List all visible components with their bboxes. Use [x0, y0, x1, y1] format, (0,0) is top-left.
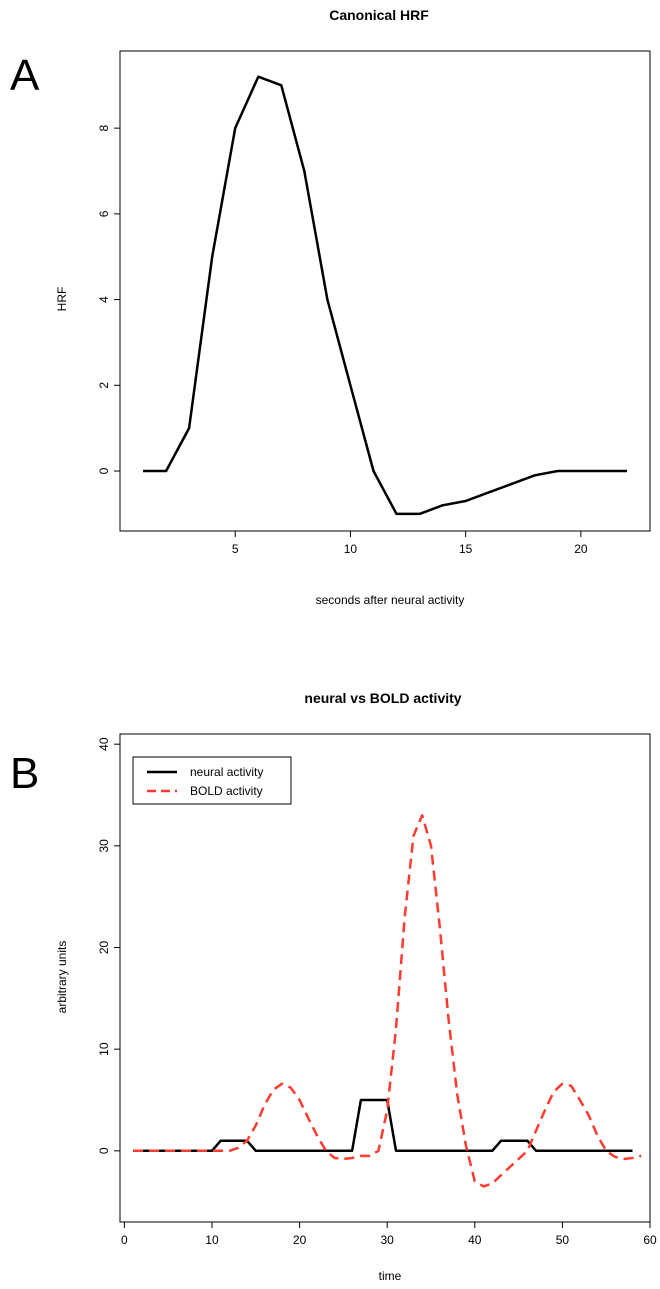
y-tick-label: 20 — [97, 941, 111, 955]
x-axis-label-a: seconds after neural activity — [316, 593, 465, 607]
legend-box — [132, 756, 292, 805]
x-tick-label: 40 — [468, 1233, 482, 1247]
chart-title-a: Canonical HRF — [329, 7, 429, 23]
y-tick-label: 4 — [97, 296, 111, 303]
panel-label-a: A — [10, 51, 40, 100]
y-tick-label: 30 — [97, 839, 111, 853]
lines-a — [143, 75, 627, 516]
legend-label-neural: neural activity — [190, 765, 263, 779]
y-tick-label: 2 — [97, 382, 111, 389]
y-tick-label: 8 — [97, 124, 111, 131]
x-tick-label: 60 — [643, 1233, 657, 1247]
y-tick-label: 6 — [97, 210, 111, 217]
x-tick-label: 50 — [556, 1233, 570, 1247]
y-tick-label: 40 — [97, 737, 111, 751]
panel-label-b: B — [10, 749, 39, 798]
lines-b — [133, 814, 642, 1188]
series-line-0 — [133, 1098, 633, 1153]
y-tick-label: 10 — [97, 1042, 111, 1056]
series-line-0 — [143, 75, 627, 516]
x-tick-label: 20 — [293, 1233, 307, 1247]
series-line-1 — [133, 814, 642, 1188]
legend-label-bold: BOLD activity — [190, 784, 263, 798]
y-tick-label: 0 — [97, 467, 111, 474]
x-tick-label: 0 — [121, 1233, 128, 1247]
x-tick-label: 5 — [232, 542, 239, 556]
x-tick-label: 10 — [205, 1233, 219, 1247]
plot-frame-b — [119, 733, 651, 1223]
x-tick-label: 20 — [574, 542, 588, 556]
legend-b: neural activity BOLD activity — [132, 756, 292, 805]
plot-frame-a — [119, 50, 651, 532]
axes-b: 0 10 20 30 40 50 60 0 10 20 30 40 — [97, 737, 657, 1247]
y-axis-label-a: HRF — [55, 287, 69, 312]
panel-b: neural vs BOLD activity B time arbitrary… — [10, 690, 657, 1283]
y-axis-label-b: arbitrary units — [55, 941, 69, 1014]
panel-a: Canonical HRF A seconds after neural act… — [10, 7, 651, 607]
x-tick-label: 15 — [459, 542, 473, 556]
axes-a: 5 10 15 20 0 2 4 6 8 — [97, 124, 588, 556]
chart-title-b: neural vs BOLD activity — [304, 690, 461, 706]
x-tick-label: 30 — [381, 1233, 395, 1247]
x-tick-label: 10 — [344, 542, 358, 556]
y-tick-label: 0 — [97, 1147, 111, 1154]
x-axis-label-b: time — [379, 1269, 402, 1283]
